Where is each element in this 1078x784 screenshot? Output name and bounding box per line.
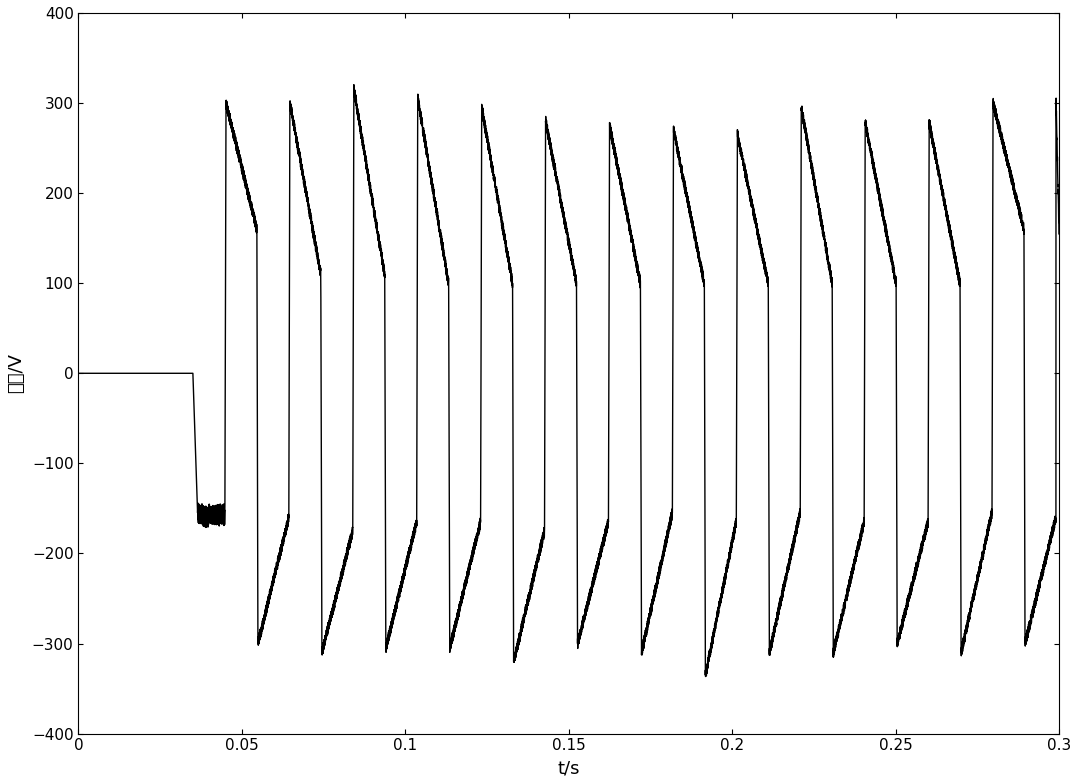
X-axis label: t/s: t/s [557,759,580,777]
Y-axis label: 电压/V: 电压/V [6,354,25,394]
